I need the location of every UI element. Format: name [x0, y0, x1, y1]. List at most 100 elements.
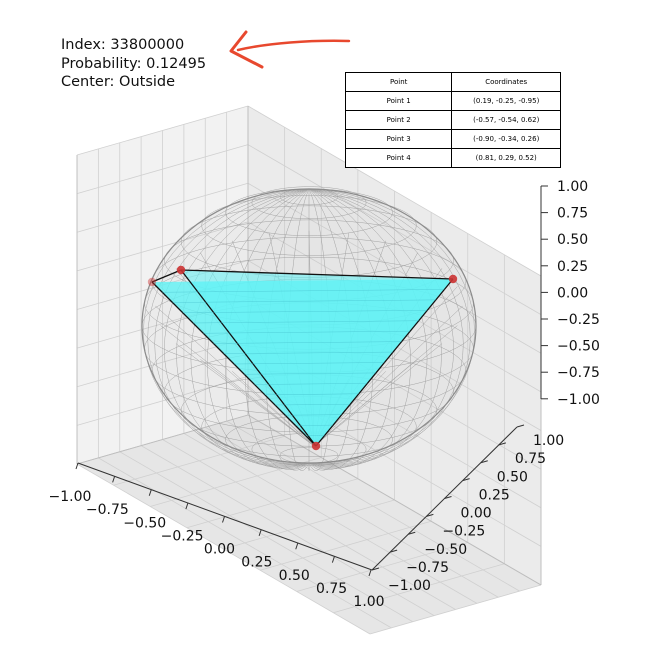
- x-tick-label: −0.75: [86, 502, 129, 518]
- info-block: Index: 33800000 Probability: 0.12495 Cen…: [61, 36, 206, 92]
- grid-line: [76, 221, 249, 272]
- y-tick-mark: [371, 567, 380, 571]
- sphere-longitude: [154, 188, 310, 465]
- grid-line: [247, 105, 542, 277]
- y-tick-label: 0.50: [497, 469, 528, 485]
- data-point: [147, 277, 157, 287]
- sphere-longitude: [176, 188, 310, 467]
- sphere-longitude: [308, 188, 393, 470]
- x-tick-mark: [331, 556, 335, 563]
- tetra-grid-line: [223, 351, 394, 354]
- tetra-grid-line: [172, 299, 436, 303]
- table-row: Point 1 (0.19, -0.25, -0.95): [344, 91, 561, 111]
- table-cell-coordinates: (-0.90, -0.34, 0.26): [451, 129, 561, 149]
- tetra-grid-line: [244, 372, 376, 375]
- x-tick-mark: [148, 489, 152, 496]
- data-point: [448, 274, 458, 284]
- x-tick-label: −1.00: [49, 489, 92, 505]
- x-tick-mark: [295, 543, 299, 550]
- y-tick-label: 0.25: [479, 487, 510, 503]
- tetra-face-grid: [162, 289, 445, 436]
- table-row: Point 3 (-0.90, -0.34, 0.26): [344, 129, 561, 149]
- sphere-spoke: [200, 359, 315, 447]
- x-tick-label: −0.25: [161, 528, 204, 544]
- sphere-longitude: [308, 188, 471, 464]
- sphere-longitude: [164, 188, 310, 466]
- sphere-spoke: [175, 343, 315, 447]
- z-tick-label: 0.50: [557, 232, 588, 248]
- y-tick-mark: [426, 513, 434, 517]
- data-point: [311, 441, 321, 451]
- y-tick-mark: [462, 478, 470, 482]
- x-tick-label: −0.50: [123, 515, 166, 531]
- table-header-point: Point: [344, 72, 453, 92]
- table-cell-point: Point 4: [344, 148, 453, 168]
- x-tick-label: 0.75: [316, 581, 347, 597]
- x-tick-mark: [75, 462, 79, 470]
- table-cell-point: Point 1: [344, 91, 453, 111]
- y-tick-mark: [516, 424, 525, 428]
- sphere-spoke: [160, 325, 315, 447]
- table-header-row: Point Coordinates: [344, 72, 561, 92]
- x-tick-mark: [222, 516, 225, 523]
- y-tick-label: −0.75: [406, 560, 449, 576]
- z-tick-label: −0.50: [557, 339, 600, 355]
- grid-line: [369, 584, 542, 635]
- tetra-edge: [180, 269, 454, 280]
- tetra-grid-line: [285, 414, 342, 416]
- tetra-edge: [151, 269, 182, 283]
- tetra-grid-line: [192, 320, 419, 324]
- grid-line: [76, 144, 249, 195]
- sphere-spoke: [232, 371, 315, 447]
- z-tick-label: 0.75: [557, 206, 588, 222]
- index-label: Index: 33800000: [61, 37, 185, 53]
- z-tick-label: −0.25: [557, 312, 600, 328]
- sphere-longitude: [143, 188, 310, 464]
- y-tick-mark: [389, 549, 398, 553]
- grid-line: [162, 439, 456, 610]
- z-tick-label: 0.25: [557, 259, 588, 275]
- x-tick-label: 1.00: [353, 594, 384, 610]
- data-point: [176, 265, 186, 275]
- table-cell-coordinates: (0.19, -0.25, -0.95): [451, 91, 561, 111]
- y-tick-mark: [444, 496, 452, 499]
- y-tick-label: 1.00: [533, 433, 564, 449]
- tetra-grid-line: [182, 310, 428, 313]
- grid-line: [226, 420, 520, 592]
- probability-label: Probability: 0.12495: [61, 55, 207, 72]
- table-row: Point 2 (-0.57, -0.54, 0.62): [344, 110, 561, 130]
- z-tick-label: 1.00: [557, 179, 588, 195]
- y-tick-label: −0.25: [442, 524, 485, 540]
- sphere-spoke: [155, 305, 315, 447]
- z-tick-label: 0.00: [557, 285, 588, 301]
- tetra-grid-line: [203, 330, 411, 334]
- y-tick-mark: [480, 460, 488, 464]
- table-row: Point 4 (0.81, 0.29, 0.52): [344, 148, 561, 168]
- table-cell-coordinates: (-0.57, -0.54, 0.62): [451, 110, 561, 130]
- grid-line: [183, 433, 478, 604]
- tetra-grid-line: [213, 341, 402, 344]
- y-tick-label: 0.00: [461, 506, 492, 522]
- y-tick-label: −0.50: [424, 542, 467, 558]
- sphere-spoke: [313, 305, 463, 447]
- annotation-arrowhead: [229, 30, 264, 69]
- grid-line: [296, 542, 468, 592]
- z-tick-label: −0.75: [557, 365, 600, 381]
- x-tick-mark: [112, 476, 116, 483]
- table-cell-point: Point 2: [344, 110, 453, 130]
- y-axis-line: [371, 426, 518, 571]
- sphere-longitude: [308, 188, 464, 465]
- sphere-longitude: [308, 188, 475, 464]
- tetra-grid-line: [254, 383, 368, 385]
- sphere-longitude: [308, 188, 411, 469]
- tetra-grid-line: [274, 404, 351, 406]
- x-tick-label: 0.50: [279, 568, 310, 584]
- table-header-coordinates: Coordinates: [451, 72, 561, 92]
- x-tick-mark: [258, 529, 262, 537]
- y-tick-mark: [498, 442, 507, 446]
- x-tick-label: 0.00: [204, 542, 235, 558]
- sphere-longitude: [308, 188, 442, 467]
- x-tick-label: 0.25: [241, 555, 272, 571]
- tetra-edge: [180, 269, 317, 447]
